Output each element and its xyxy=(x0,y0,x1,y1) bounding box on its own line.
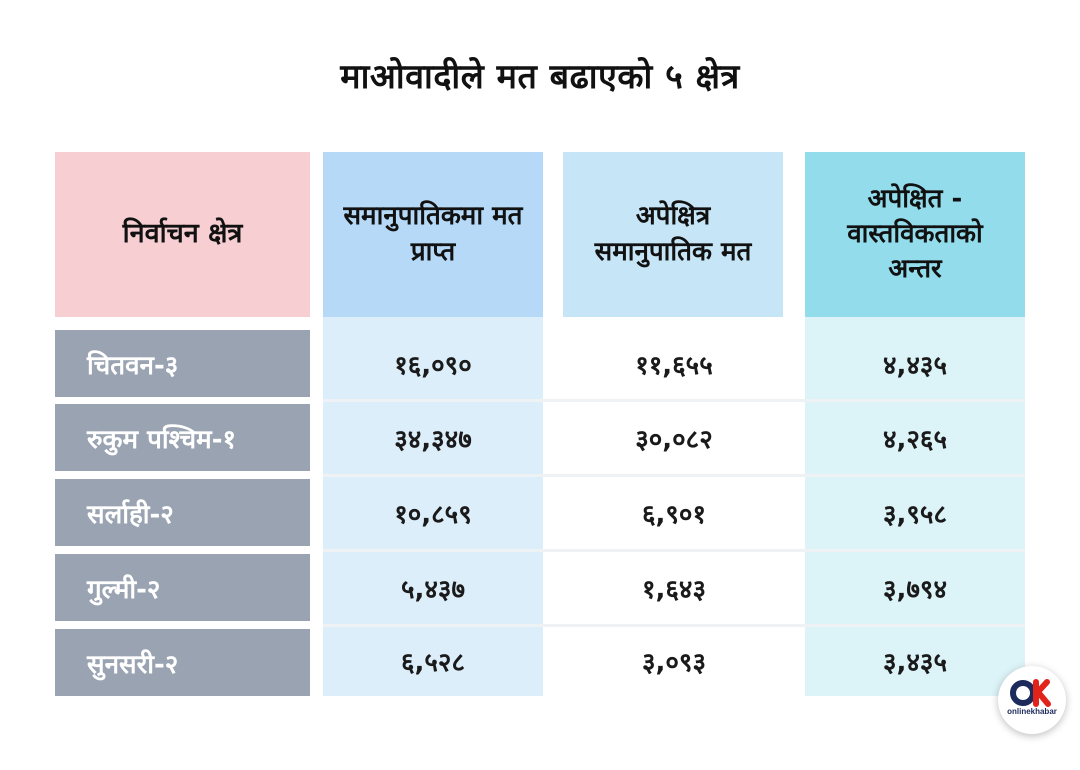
table-cell: ६,५२८ xyxy=(323,625,543,696)
header-difference-label: अपेक्षित - वास्तविकताको अन्तर xyxy=(847,183,983,285)
table-cell: ६,९०१ xyxy=(543,475,805,550)
row-label: सर्लाही-२ xyxy=(55,479,310,546)
table-cell: ३०,०८२ xyxy=(543,400,805,475)
header-constituency: निर्वाचन क्षेत्र xyxy=(55,152,310,317)
header-proportional-votes: समानुपातिकमा मत प्राप्त xyxy=(323,152,543,317)
ok-logo-icon xyxy=(1010,679,1051,707)
header-expected-votes: अपेक्षित्र समानुपातिक मत xyxy=(563,152,783,317)
row-divider xyxy=(323,474,1025,477)
table-cell: ३,०९३ xyxy=(543,625,805,696)
row-label: सुनसरी-२ xyxy=(55,629,310,696)
row-label: चितवन-३ xyxy=(55,330,310,397)
row-divider xyxy=(323,549,1025,552)
table-cell: ३,९५८ xyxy=(805,475,1025,550)
row-label: गुल्मी-२ xyxy=(55,554,310,621)
table-cell: १६,०९० xyxy=(323,317,543,401)
header-expected-votes-label: अपेक्षित्र समानुपातिक मत xyxy=(594,201,752,267)
logo-text: onlinekhabar xyxy=(1007,707,1057,716)
row-divider xyxy=(323,624,1025,627)
table-cell: ३,७९४ xyxy=(805,550,1025,625)
table-cell: ३,४३५ xyxy=(805,625,1025,696)
header-difference: अपेक्षित - वास्तविकताको अन्तर xyxy=(805,152,1025,317)
table-cell: १०,८५९ xyxy=(323,475,543,550)
onlinekhabar-logo: onlinekhabar xyxy=(998,666,1066,734)
table-cell: ११,६५५ xyxy=(543,317,805,401)
row-label: रुकुम पश्चिम-१ xyxy=(55,404,310,471)
row-divider xyxy=(323,399,1025,402)
table-cell: ४,४३५ xyxy=(805,317,1025,401)
page-title: माओवादीले मत बढाएको ५ क्षेत्र xyxy=(340,57,740,97)
table-cell: ५,४३७ xyxy=(323,550,543,625)
header-proportional-votes-label: समानुपातिकमा मत प्राप्त xyxy=(343,201,523,267)
table-cell: ३४,३४७ xyxy=(323,400,543,475)
table-cell: १,६४३ xyxy=(543,550,805,625)
table-cell: ४,२६५ xyxy=(805,400,1025,475)
